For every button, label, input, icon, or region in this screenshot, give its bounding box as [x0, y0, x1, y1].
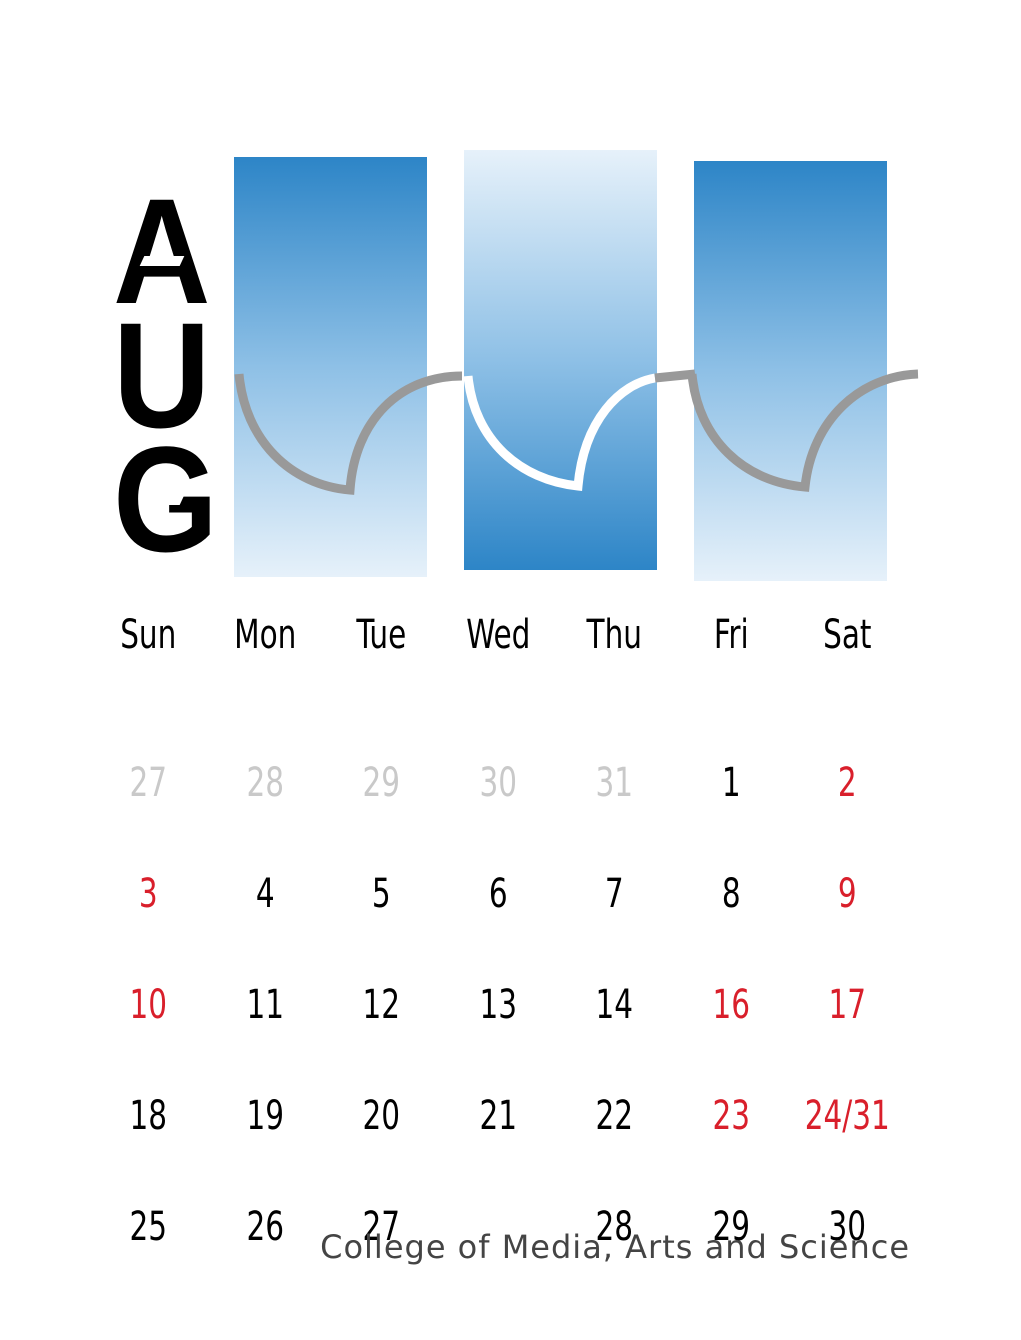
wave-segment-4 — [687, 369, 919, 492]
day-cell: 29 — [362, 760, 401, 806]
calendar-grid: Sun Mon Tue Wed Thu Fri Sat 27 28 29 30 31 1 2… — [90, 600, 906, 1250]
week-row: 25 26 27 28 29 30 — [90, 1114, 906, 1250]
day-cell: 28 — [246, 760, 284, 806]
day-cell: 24/31 — [805, 1093, 891, 1139]
weekday-tue: Tue — [356, 612, 407, 658]
day-cell: 2 — [838, 760, 858, 806]
weekday-mon: Mon — [233, 612, 296, 658]
day-cell: 23 — [712, 1093, 750, 1139]
gradient-bar-3 — [694, 161, 887, 581]
wave-segment-2 — [463, 373, 656, 491]
day-cell: 25 — [129, 1204, 168, 1250]
day-cell: 10 — [129, 982, 168, 1028]
weekday-sat: Sat — [823, 612, 872, 658]
day-cell: 30 — [479, 760, 517, 806]
week-row: 3 4 5 6 7 8 9 — [90, 781, 906, 917]
week-row: 27 28 29 30 31 1 2 — [90, 670, 906, 806]
day-cell: 17 — [828, 982, 867, 1028]
day-cell — [450, 1114, 546, 1225]
day-cell: 22 — [595, 1093, 634, 1139]
weekday-header-row: Sun Mon Tue Wed Thu Fri Sat — [90, 600, 906, 670]
footer-college-name: College of Media, Arts and Science — [320, 1228, 910, 1266]
day-cell: 21 — [479, 1093, 517, 1139]
day-cell: 14 — [595, 982, 634, 1028]
gradient-bar-1 — [234, 157, 427, 577]
day-cell: 27 — [129, 760, 168, 806]
month-letter-u: U — [113, 291, 211, 459]
day-cell: 5 — [372, 871, 391, 917]
day-cell: 8 — [721, 871, 741, 917]
weekday-wed: Wed — [465, 612, 531, 658]
weekday-sun: Sun — [120, 612, 177, 658]
day-cell: 7 — [605, 871, 624, 917]
week-rows: 27 28 29 30 31 1 2 3 4 5 6 7 8 9 10 11 12 13 14 16 17 18 19 20 2… — [90, 670, 906, 1250]
day-cell: 12 — [362, 982, 401, 1028]
week-row: 10 11 12 13 14 16 17 — [90, 892, 906, 1028]
day-cell: 13 — [479, 982, 517, 1028]
weekday-fri: Fri — [713, 612, 749, 658]
day-cell: 16 — [712, 982, 750, 1028]
gradient-bar-2 — [464, 150, 657, 570]
wave-segment-1 — [234, 371, 463, 495]
day-cell: 20 — [362, 1093, 401, 1139]
week-row: 18 19 20 21 22 23 24/31 — [90, 1003, 906, 1139]
day-cell: 11 — [246, 982, 284, 1028]
day-cell: 6 — [488, 871, 508, 917]
day-cell: 30 — [828, 1204, 867, 1250]
month-letter-a: A — [113, 167, 211, 335]
day-cell: 19 — [246, 1093, 284, 1139]
day-cell: 26 — [246, 1204, 284, 1250]
day-cell: 28 — [595, 1204, 634, 1250]
wave-decoration — [234, 369, 919, 495]
day-cell: 31 — [595, 760, 634, 806]
day-cell: 4 — [255, 871, 275, 917]
day-cell: 27 — [362, 1204, 401, 1250]
weekday-thu: Thu — [586, 612, 643, 658]
day-cell: 29 — [712, 1204, 750, 1250]
day-cell: 1 — [721, 760, 741, 806]
day-cell: 18 — [129, 1093, 168, 1139]
day-cell: 3 — [138, 871, 158, 917]
day-cell: 9 — [838, 871, 858, 917]
